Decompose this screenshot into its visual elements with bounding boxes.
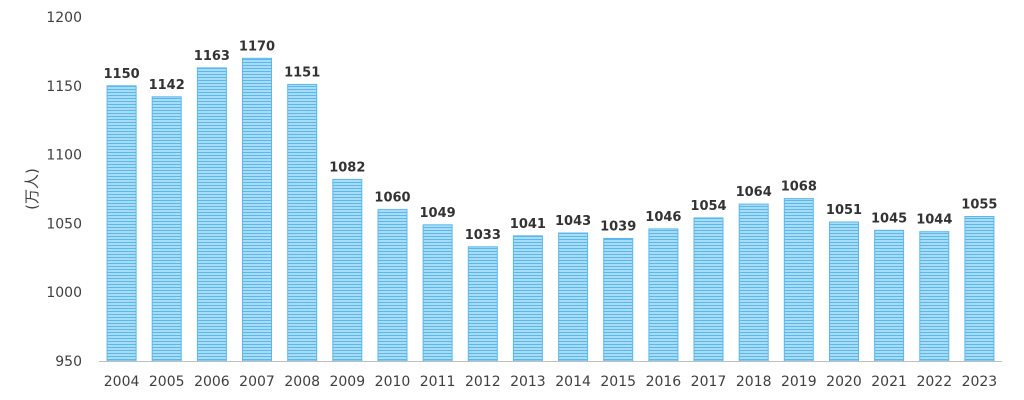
x-tick-label-2005: 2005 [149,374,185,390]
x-tick-label-2020: 2020 [826,374,862,390]
bar-2008 [287,83,318,362]
bar-2013 [512,235,543,362]
x-tick-label-2022: 2022 [916,374,952,390]
x-tick-label-2007: 2007 [239,374,275,390]
x-tick-label-2009: 2009 [329,374,365,390]
y-tick-label: 1100 [46,148,82,164]
data-label-2014: 1043 [555,214,591,229]
bar-2016 [648,228,679,362]
data-label-2011: 1049 [420,206,456,221]
x-tick-label-2015: 2015 [600,374,636,390]
x-tick-label-2010: 2010 [375,374,411,390]
bar-2020 [829,221,859,362]
bar-2009 [332,178,363,362]
data-label-2016: 1046 [645,210,681,225]
data-label-2018: 1064 [736,185,772,200]
data-label-2017: 1054 [690,199,726,214]
x-tick-label-2023: 2023 [962,374,998,390]
data-label-2004: 1150 [104,67,140,82]
data-label-2013: 1041 [510,217,546,232]
data-label-2008: 1151 [284,65,320,80]
bar-2014 [558,232,589,362]
bar-2012 [467,246,498,362]
data-label-2006: 1163 [194,49,230,64]
data-label-2023: 1055 [961,198,997,213]
x-tick-label-2013: 2013 [510,374,546,390]
x-tick-label-2011: 2011 [420,374,456,390]
data-label-2012: 1033 [465,228,501,243]
data-label-2009: 1082 [329,160,365,175]
x-tick-label-2018: 2018 [736,374,772,390]
data-label-2005: 1142 [149,78,185,93]
y-tick-label: 1050 [46,216,82,232]
y-tick-label: 1200 [46,10,82,26]
x-tick-label-2012: 2012 [465,374,501,390]
x-tick-label-2017: 2017 [691,374,727,390]
bar-2019 [783,198,814,362]
bar-2011 [422,224,453,362]
y-tick-label: 1150 [46,79,82,95]
bar-2022 [919,231,950,362]
data-label-2019: 1068 [781,180,817,195]
bar-2021 [874,229,905,362]
x-tick-label-2004: 2004 [104,374,140,390]
x-tick-label-2016: 2016 [646,374,682,390]
x-tick-label-2019: 2019 [781,374,817,390]
data-label-2007: 1170 [239,39,275,54]
x-tick-label-2006: 2006 [194,374,230,390]
data-label-2022: 1044 [916,213,952,228]
bar-2006 [196,67,227,362]
bar-2004 [106,85,137,362]
y-axis-title: (万人) [23,168,41,210]
bar-2017 [693,217,724,362]
y-tick-label: 1000 [46,285,82,301]
bar-2010 [377,209,408,362]
x-tick-label-2008: 2008 [284,374,320,390]
data-label-2010: 1060 [374,191,410,206]
x-tick-label-2014: 2014 [555,374,591,390]
bar-2007 [242,57,272,362]
plot-area: 950 1000 1050 1100 1150 1200 1150 2004 1142 2005 1… [46,10,997,390]
data-label-2015: 1039 [600,220,636,235]
bar-2005 [151,96,182,362]
data-label-2021: 1045 [871,211,907,226]
bar-2023 [964,216,995,362]
bar-2015 [603,238,634,362]
bar-2018 [738,203,769,362]
y-tick-label: 950 [55,354,82,370]
x-tick-label-2021: 2021 [871,374,907,390]
data-label-2020: 1051 [826,203,862,218]
